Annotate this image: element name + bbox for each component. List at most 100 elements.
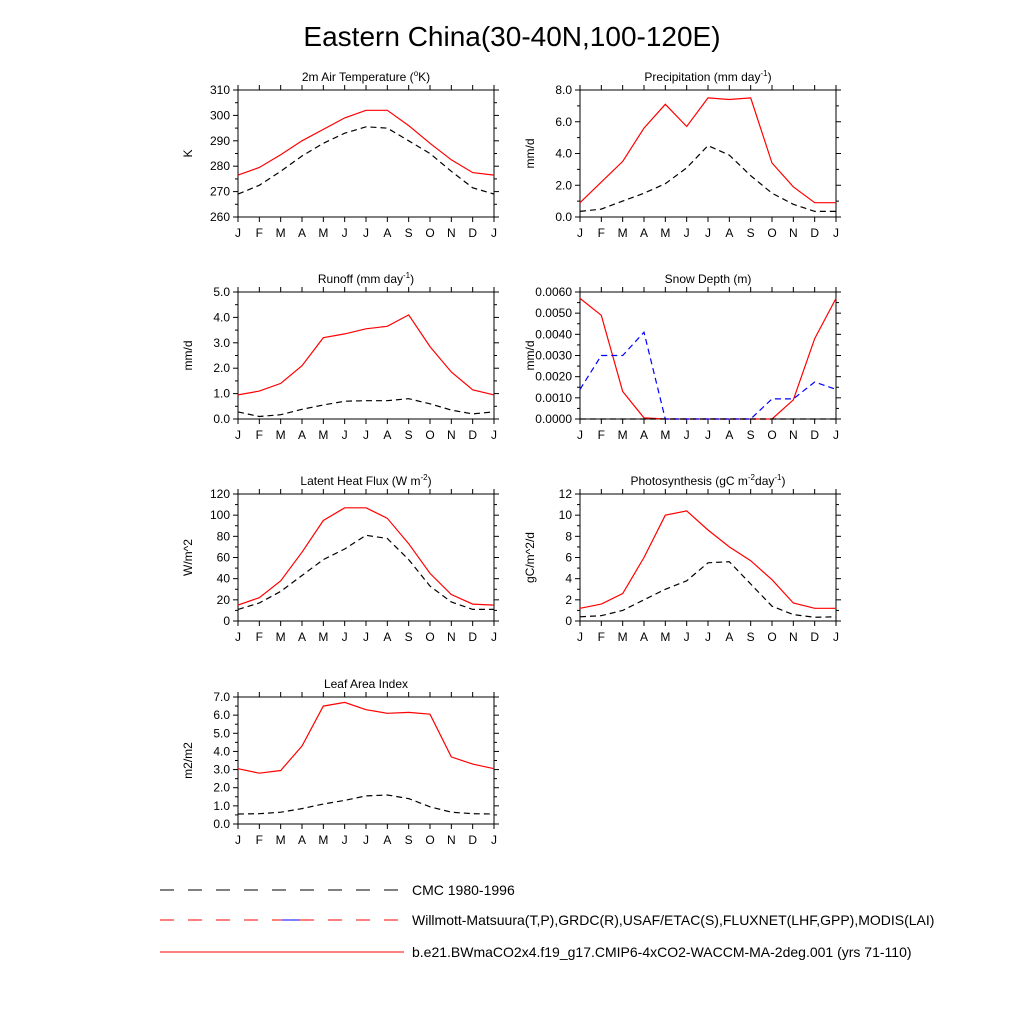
x-tick-label: J [577, 226, 583, 240]
x-tick-label: O [425, 833, 434, 847]
y-tick-label: 100 [210, 508, 230, 522]
x-tick-label: J [491, 428, 497, 442]
x-tick-label: J [235, 428, 241, 442]
y-tick-label: 20 [217, 593, 231, 607]
x-tick-label: J [491, 630, 497, 644]
x-tick-label: M [618, 428, 628, 442]
y-tick-label: 8 [565, 529, 572, 543]
series-line-1 [237, 507, 495, 606]
panel-title: Photosynthesis (gC m-2day-1) [631, 473, 786, 488]
x-tick-label: O [425, 630, 434, 644]
x-tick-label: N [789, 226, 798, 240]
panel-title: Snow Depth (m) [665, 272, 752, 286]
y-axis-label: K [181, 149, 195, 157]
x-tick-label: N [447, 833, 456, 847]
x-tick-label: D [468, 833, 477, 847]
x-tick-label: F [256, 226, 263, 240]
plot-frame [237, 493, 495, 622]
y-tick-label: 1.0 [213, 799, 230, 813]
x-tick-label: O [767, 226, 776, 240]
x-tick-label: J [577, 428, 583, 442]
panel-1: 2m Air Temperature (oK) K 260 270 280 290 300 3… [181, 69, 499, 240]
plot-frame [237, 89, 495, 218]
title-text: ) [782, 474, 786, 488]
panels: 2m Air Temperature (oK)K2602702802903003… [181, 69, 841, 847]
y-tick-label: 3.0 [213, 336, 230, 350]
y-tick-label: 40 [217, 572, 231, 586]
panel-title: Precipitation (mm day-1) [644, 69, 771, 84]
x-tick-label: S [405, 833, 413, 847]
x-tick-label: J [684, 226, 690, 240]
panel-title: Leaf Area Index [324, 677, 408, 691]
title-text: Leaf Area Index [324, 677, 408, 691]
y-tick-label: 4.0 [213, 310, 230, 324]
series-line-1 [579, 297, 837, 420]
y-axis-label: m2/m2 [181, 742, 195, 779]
x-tick-label: J [684, 630, 690, 644]
x-tick-label: M [660, 226, 670, 240]
x-tick-label: A [725, 428, 733, 442]
x-tick-label: J [705, 226, 711, 240]
y-tick-label: 12 [559, 487, 573, 501]
plot-frame [237, 696, 495, 825]
x-tick-label: D [468, 226, 477, 240]
y-tick-label: 2.0 [213, 781, 230, 795]
x-tick-label: M [618, 630, 628, 644]
x-tick-label: A [298, 630, 306, 644]
x-tick-label: A [725, 630, 733, 644]
title-superscript: -2 [420, 473, 428, 482]
y-tick-label: 4 [565, 572, 572, 586]
y-tick-label: 1.0 [213, 387, 230, 401]
x-tick-label: J [363, 630, 369, 644]
x-tick-label: S [747, 630, 755, 644]
panel-3: Runoff (mm day-1) mm/d 0.0 1.0 2.0 3.0 4.0 5.0 J… [181, 271, 499, 442]
x-tick-label: F [598, 226, 605, 240]
series-line-2 [579, 144, 836, 212]
x-tick-label: M [618, 226, 628, 240]
x-tick-label: A [298, 428, 306, 442]
x-tick-label: J [342, 630, 348, 644]
x-tick-label: J [363, 428, 369, 442]
x-tick-label: N [447, 226, 456, 240]
x-tick-label: O [425, 226, 434, 240]
y-tick-label: 2.0 [213, 361, 230, 375]
y-tick-label: 0.0 [555, 210, 572, 224]
x-tick-label: M [276, 630, 286, 644]
y-tick-label: 0.0050 [535, 306, 572, 320]
x-tick-label: M [660, 630, 670, 644]
x-tick-label: N [447, 428, 456, 442]
x-tick-label: S [747, 226, 755, 240]
title-text: ) [428, 474, 432, 488]
plot-frame [579, 89, 837, 218]
title-text: Latent Heat Flux (W m [300, 474, 420, 488]
y-axis-label: mm/d [523, 341, 537, 371]
x-tick-label: F [256, 428, 263, 442]
x-tick-label: S [747, 428, 755, 442]
title-superscript: -1 [774, 473, 782, 482]
panel-title: Runoff (mm day-1) [318, 271, 414, 286]
x-tick-label: J [491, 226, 497, 240]
x-tick-label: J [577, 630, 583, 644]
y-tick-label: 0.0030 [535, 349, 572, 363]
y-tick-label: 0.0020 [535, 370, 572, 384]
y-tick-label: 260 [210, 210, 230, 224]
x-tick-label: M [660, 428, 670, 442]
x-tick-label: A [298, 226, 306, 240]
x-tick-label: D [810, 630, 819, 644]
y-axis-label: mm/d [523, 139, 537, 169]
title-superscript: -1 [403, 271, 411, 280]
panel-2: Precipitation (mm day-1) mm/d 0.0 2.0 4.0 6.0… [523, 69, 841, 240]
title-text: 2m Air Temperature ( [302, 70, 414, 84]
y-tick-label: 5.0 [213, 285, 230, 299]
y-tick-label: 7.0 [213, 690, 230, 704]
x-tick-label: J [235, 833, 241, 847]
x-tick-label: O [425, 428, 434, 442]
x-tick-label: N [789, 630, 798, 644]
title-superscript: -1 [760, 69, 768, 78]
panel-5: Latent Heat Flux (W m-2) W/m^2 0 20 40 60 80 10… [181, 473, 499, 644]
series-line-1 [237, 701, 495, 774]
y-tick-label: 0 [223, 614, 230, 628]
panel-4: Snow Depth (m) mm/d 0.0000 0.0010 0.0020 0.00… [523, 272, 841, 442]
plot-frame [579, 291, 837, 420]
y-tick-label: 10 [559, 508, 573, 522]
